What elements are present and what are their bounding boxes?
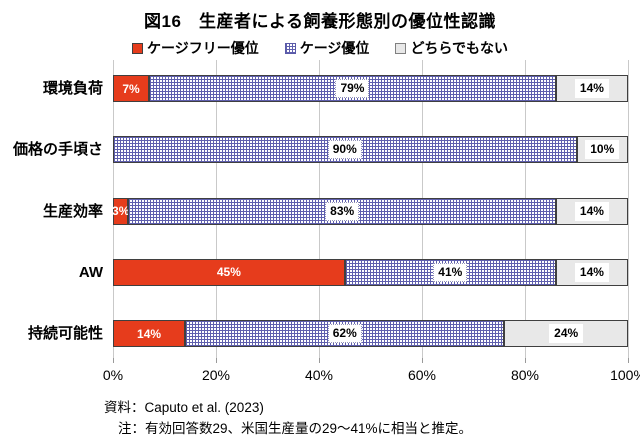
legend-swatch-gray-icon <box>395 42 407 54</box>
bar-segment-gray: 14% <box>555 197 628 225</box>
axis-tick <box>525 358 526 363</box>
axis-tick <box>216 358 217 363</box>
data-label: 45% <box>216 265 241 280</box>
data-label: 83% <box>325 201 360 221</box>
data-label: 24% <box>549 324 584 343</box>
bar-segment-gray: 24% <box>504 320 628 347</box>
category-label: AW <box>78 263 103 281</box>
data-label: 62% <box>327 324 362 343</box>
gridline <box>628 60 629 358</box>
x-tick-label: 20% <box>201 367 231 383</box>
bar-row-2: 90% 10% <box>113 136 628 164</box>
x-tick-label: 80% <box>510 367 540 383</box>
legend-item-cage-free: ケージフリー優位 <box>131 38 259 58</box>
legend-item-cage: ケージ優位 <box>284 38 370 58</box>
bar-row-5: 14% 62% 24% <box>113 320 628 347</box>
source-note: 資料：Caputo et al. (2023) <box>104 400 264 415</box>
bar-segment-blue: 83% <box>128 197 556 225</box>
category-label: 生産効率 <box>42 202 103 220</box>
data-label: 3% <box>112 204 130 218</box>
data-label: 14% <box>574 201 609 221</box>
data-label: 90% <box>327 140 362 160</box>
axis-tick <box>628 358 629 363</box>
bar-segment-red: 7% <box>113 75 150 102</box>
x-axis: 0% 20% 40% 60% 80% 100% <box>103 367 640 385</box>
data-label: 14% <box>574 262 609 282</box>
legend-swatch-red-icon <box>131 42 143 54</box>
data-label: 7% <box>122 81 140 96</box>
bar-row-1: 7% 79% 14% <box>113 75 628 102</box>
bar-segment-blue: 90% <box>113 136 577 164</box>
axis-tick <box>113 358 114 363</box>
x-tick-label: 40% <box>304 367 334 383</box>
data-label: 14% <box>137 326 162 341</box>
plot-area: 7% 79% 14% 90% 10% 3% 83% 14% 45% 41% 14% 14% 62% 24% <box>112 60 629 363</box>
legend-label-cage-free: ケージフリー優位 <box>146 40 259 56</box>
bar-segment-gray: 14% <box>555 75 628 102</box>
data-label: 10% <box>585 140 620 160</box>
bar-segment-gray: 10% <box>576 136 628 164</box>
bar-segment-red: 45% <box>113 258 345 286</box>
bar-segment-blue: 62% <box>185 320 505 347</box>
legend-swatch-blue-grid-icon <box>284 42 296 54</box>
bar-row-3: 3% 83% 14% <box>112 197 628 225</box>
legend-item-neither: どちらでもない <box>395 38 508 58</box>
x-tick-label: 0% <box>102 367 124 383</box>
axis-tick <box>319 358 320 363</box>
category-label: 持続可能性 <box>27 325 103 342</box>
sample-note: 注：有効回答数29、米国生産量の29～41%に相当と推定。 <box>118 421 473 436</box>
legend: ケージフリー優位 ケージ優位 どちらでもない <box>0 38 640 58</box>
bar-segment-gray: 14% <box>555 258 628 286</box>
legend-label-cage: ケージ優位 <box>299 40 370 56</box>
category-label: 価格の手頃さ <box>12 141 103 159</box>
bar-segment-blue: 41% <box>344 258 556 286</box>
bar-segment-red: 14% <box>113 320 186 347</box>
data-label: 79% <box>335 79 370 98</box>
bar-segment-blue: 79% <box>149 75 556 102</box>
axis-tick <box>422 358 423 363</box>
legend-label-neither: どちらでもない <box>410 40 509 56</box>
bar-row-4: 45% 41% 14% <box>113 258 628 286</box>
data-label: 14% <box>574 79 609 98</box>
x-tick-label: 60% <box>407 367 437 383</box>
bar-segment-red: 3% <box>112 197 130 225</box>
x-tick-label: 100% <box>610 367 640 383</box>
category-label: 環境負荷 <box>42 80 103 97</box>
data-label: 41% <box>433 262 468 282</box>
chart-title: 図16 生産者による飼養形態別の優位性認識 <box>144 12 496 31</box>
